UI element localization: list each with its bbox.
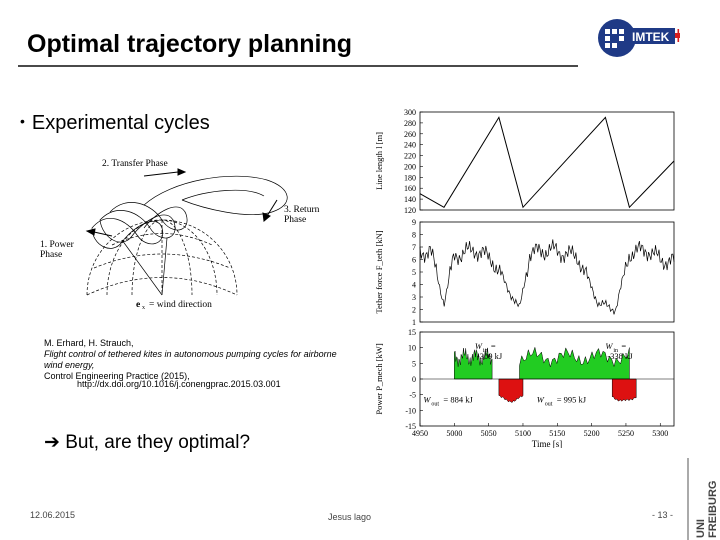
uni-freiburg-logo: UNI FREIBURG [687, 458, 719, 540]
y-tick-label-0-0: 300 [404, 108, 416, 117]
x-tick-label-2: 5050 [481, 429, 497, 438]
power-annotation-symbol-3: W [537, 395, 545, 405]
kite-trajectory-diagram: 2. Transfer Phase 3. Return Phase 1. Pow… [40, 158, 320, 311]
imtek-logo: IMTEK [598, 19, 680, 57]
power-annotation-sub-0: in [483, 348, 488, 354]
power-annotation-sub-3: out [545, 402, 553, 408]
y-axis-label-1: Tether force F_teth [kN] [374, 230, 384, 313]
plot-frame-1 [419, 221, 675, 323]
y-tick-label-0-1: 280 [404, 119, 416, 128]
x-tick-label-5: 5200 [584, 429, 600, 438]
question-text: But, are they optimal? [65, 432, 251, 453]
bullet-experimental-cycles: • Experimental cycles [20, 112, 210, 134]
power-annotation-value-3: = 995 kJ [557, 395, 587, 405]
label-return-phase-2: Phase [284, 215, 306, 225]
power-annotation-value-1: = [621, 341, 626, 351]
y-tick-label-0-4: 220 [404, 152, 416, 161]
power-annotation-symbol-0: W [475, 341, 483, 351]
y-tick-label-2-6: -15 [405, 422, 416, 431]
imtek-logo-text: IMTEK [632, 30, 670, 44]
y-tick-label-0-2: 260 [404, 130, 416, 139]
x-tick-label-3: 5100 [515, 429, 531, 438]
footer-date: 12.06.2015 [30, 510, 76, 520]
uni-logo-line-2: FREIBURG [707, 481, 719, 538]
plot-frame-0 [419, 111, 675, 211]
y-tick-label-0-6: 180 [404, 173, 416, 182]
power-out-area-1 [611, 378, 637, 402]
reference-url[interactable]: http://dx.doi.org/10.1016/j.conengprac.2… [77, 379, 281, 389]
slide-title: Optimal trajectory planning [27, 30, 353, 58]
x-axis-label: Time [s] [532, 439, 562, 448]
x-tick-label-7: 5300 [652, 429, 668, 438]
reference-title: Flight control of tethered kites in auto… [44, 349, 337, 370]
power-annotation-value2-0: -309 kJ [477, 351, 503, 361]
line-length-series [419, 116, 675, 209]
reference-block: M. Erhard, H. Strauch, Flight control of… [44, 338, 344, 382]
power-in-area-1 [519, 346, 630, 380]
optimality-question: ➔ But, are they optimal? [44, 431, 250, 454]
y-tick-label-1-7: 2 [412, 306, 416, 315]
label-ex: e [136, 300, 140, 310]
bullet-text: Experimental cycles [31, 112, 210, 134]
label-power-phase-2: Phase [40, 250, 62, 260]
power-annotation-symbol-1: W [605, 341, 613, 351]
footer-author: Jesus lago [328, 512, 372, 522]
y-tick-label-1-2: 7 [412, 243, 416, 252]
y-tick-label-2-5: -10 [405, 406, 416, 415]
x-tick-label-4: 5150 [549, 429, 565, 438]
label-transfer-phase: 2. Transfer Phase [102, 158, 168, 169]
power-annotation-value2-1: -338 kJ [607, 351, 633, 361]
title-divider [18, 65, 578, 67]
y-tick-label-1-6: 3 [412, 293, 416, 302]
y-tick-label-1-4: 5 [412, 268, 416, 277]
y-tick-label-1-1: 8 [412, 231, 416, 240]
tether-force-series [419, 239, 675, 315]
reference-authors: M. Erhard, H. Strauch, [44, 338, 134, 348]
y-axis-label-0: Line length l [m] [374, 132, 384, 190]
y-axis-label-2: Power P_mech [kW] [374, 343, 384, 414]
y-tick-label-2-3: 0 [412, 375, 416, 384]
y-tick-label-0-9: 120 [404, 206, 416, 215]
y-tick-label-1-8: 1 [412, 318, 416, 327]
y-tick-label-0-3: 240 [404, 141, 416, 150]
y-tick-label-0-8: 140 [404, 195, 416, 204]
x-tick-label-6: 5250 [618, 429, 634, 438]
y-tick-label-1-3: 6 [412, 256, 416, 265]
y-tick-label-2-4: -5 [409, 391, 416, 400]
footer-page-number: - 13 - [652, 510, 674, 520]
reference-journal: Control Engineering Practice (2015), [44, 371, 190, 381]
uni-logo-line-1: UNI [695, 519, 707, 538]
power-out-area-0 [498, 378, 524, 403]
y-tick-label-2-0: 15 [408, 328, 416, 337]
y-tick-label-0-5: 200 [404, 162, 416, 171]
power-annotation-sub-2: out [431, 402, 439, 408]
x-tick-label-1: 5000 [446, 429, 462, 438]
power-in-area-0 [454, 347, 493, 380]
y-tick-label-1-5: 4 [412, 281, 416, 290]
right-arrow-icon: ➔ [44, 432, 60, 453]
power-annotation-symbol-2: W [423, 395, 431, 405]
label-wind-direction: = wind direction [149, 300, 212, 310]
svg-text:x: x [142, 305, 145, 311]
y-tick-label-2-2: 5 [412, 359, 416, 368]
label-return-phase-1: 3. Return [284, 205, 320, 215]
x-tick-label-0: 4950 [412, 429, 428, 438]
label-power-phase-1: 1. Power [40, 240, 75, 250]
power-annotation-value-2: = 884 kJ [443, 395, 473, 405]
y-tick-label-1-0: 9 [412, 218, 416, 227]
power-annotation-value-0: = [491, 341, 496, 351]
power-annotation-sub-1: in [613, 348, 618, 354]
y-tick-label-2-1: 10 [408, 344, 416, 353]
y-tick-label-0-7: 160 [404, 184, 416, 193]
